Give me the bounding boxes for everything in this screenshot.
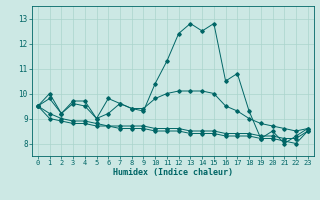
X-axis label: Humidex (Indice chaleur): Humidex (Indice chaleur) (113, 168, 233, 177)
